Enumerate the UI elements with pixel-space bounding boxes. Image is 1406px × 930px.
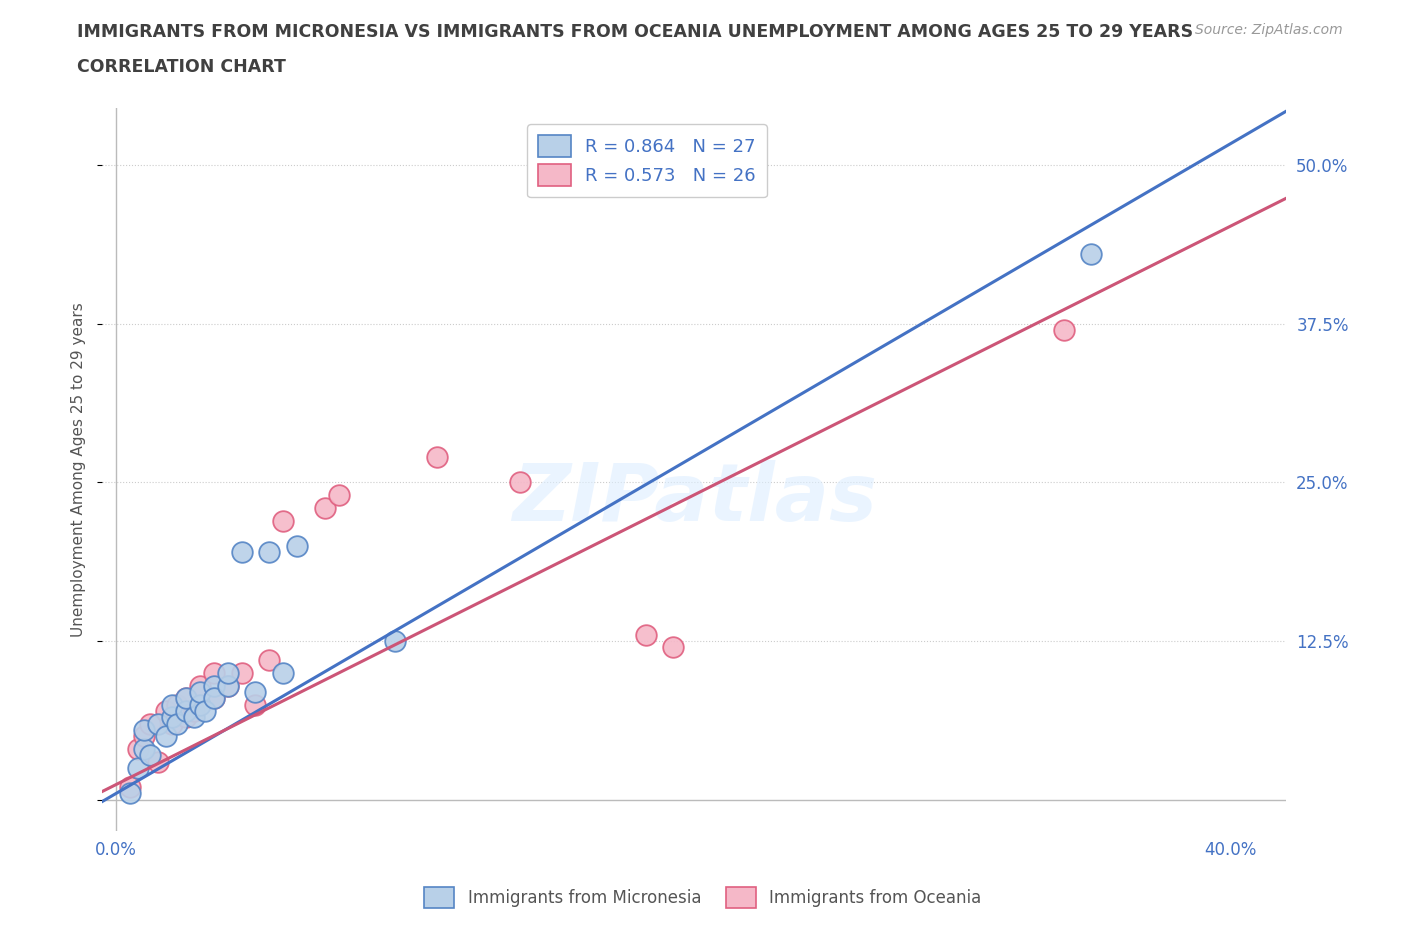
- Y-axis label: Unemployment Among Ages 25 to 29 years: Unemployment Among Ages 25 to 29 years: [72, 302, 86, 637]
- Text: CORRELATION CHART: CORRELATION CHART: [77, 58, 287, 75]
- Point: [194, 703, 217, 718]
- Point: [146, 716, 169, 731]
- Point: [188, 698, 211, 712]
- Point: [183, 703, 205, 718]
- Text: Source: ZipAtlas.com: Source: ZipAtlas.com: [1195, 23, 1343, 37]
- Point: [174, 691, 197, 706]
- Point: [166, 716, 188, 731]
- Point: [245, 684, 267, 699]
- Point: [259, 545, 281, 560]
- Point: [174, 710, 197, 724]
- Text: ZIPatlas: ZIPatlas: [512, 459, 877, 538]
- Point: [202, 691, 225, 706]
- Point: [509, 475, 531, 490]
- Point: [138, 716, 160, 731]
- Point: [160, 698, 183, 712]
- Point: [634, 628, 657, 643]
- Point: [245, 698, 267, 712]
- Point: [328, 487, 350, 502]
- Point: [120, 786, 142, 801]
- Point: [202, 691, 225, 706]
- Point: [273, 665, 295, 680]
- Point: [132, 741, 155, 756]
- Legend: R = 0.864   N = 27, R = 0.573   N = 26: R = 0.864 N = 27, R = 0.573 N = 26: [527, 125, 766, 197]
- Point: [188, 678, 211, 693]
- Point: [155, 729, 177, 744]
- Point: [285, 538, 308, 553]
- Point: [202, 665, 225, 680]
- Point: [259, 653, 281, 668]
- Point: [160, 710, 183, 724]
- Point: [127, 761, 149, 776]
- Point: [384, 633, 406, 648]
- Point: [132, 723, 155, 737]
- Point: [132, 729, 155, 744]
- Text: IMMIGRANTS FROM MICRONESIA VS IMMIGRANTS FROM OCEANIA UNEMPLOYMENT AMONG AGES 25: IMMIGRANTS FROM MICRONESIA VS IMMIGRANTS…: [77, 23, 1194, 41]
- Point: [217, 665, 239, 680]
- Point: [160, 716, 183, 731]
- Point: [1080, 246, 1102, 261]
- Point: [120, 779, 142, 794]
- Point: [217, 678, 239, 693]
- Point: [426, 449, 449, 464]
- Point: [231, 665, 253, 680]
- Point: [183, 710, 205, 724]
- Point: [1052, 323, 1074, 338]
- Point: [662, 640, 685, 655]
- Point: [188, 684, 211, 699]
- Point: [174, 703, 197, 718]
- Point: [138, 748, 160, 763]
- Point: [314, 500, 336, 515]
- Point: [155, 703, 177, 718]
- Point: [146, 754, 169, 769]
- Point: [127, 741, 149, 756]
- Point: [166, 698, 188, 712]
- Legend: Immigrants from Micronesia, Immigrants from Oceania: Immigrants from Micronesia, Immigrants f…: [418, 881, 988, 914]
- Point: [202, 678, 225, 693]
- Point: [231, 545, 253, 560]
- Point: [174, 691, 197, 706]
- Point: [273, 513, 295, 528]
- Point: [217, 678, 239, 693]
